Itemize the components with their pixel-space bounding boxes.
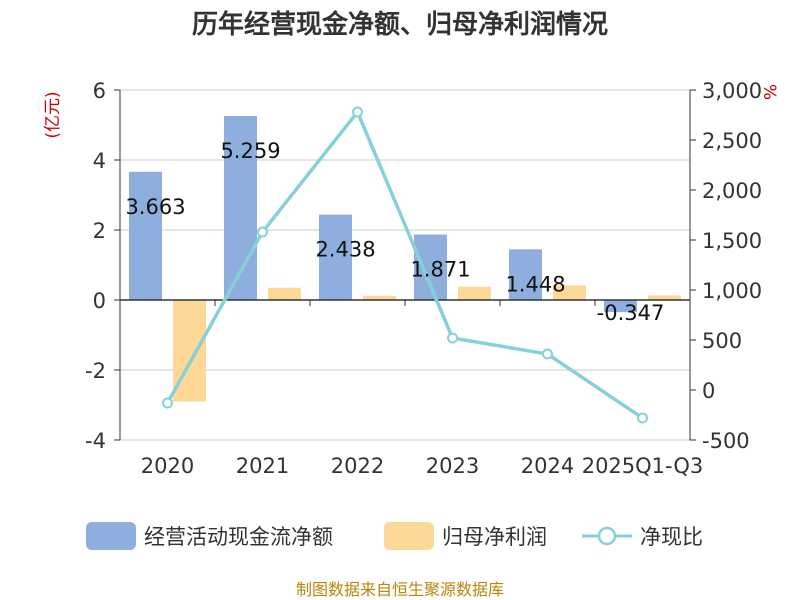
y-left-tick-label: 0 — [93, 289, 106, 313]
x-tick-label: 2021 — [236, 454, 289, 478]
ratio-point — [447, 332, 458, 344]
legend-label-ratio: 净现比 — [640, 525, 703, 549]
y-right-tick-label: 1,000 — [702, 279, 762, 303]
data-label-cash-flow: 5.259 — [220, 139, 280, 163]
chart-source-note: 制图数据来自恒生聚源数据库 — [295, 580, 504, 599]
y-right-tick-label: 2,000 — [702, 179, 762, 203]
y-left-axis-title: (亿元) — [43, 91, 63, 138]
bar-cash-flow — [604, 300, 637, 313]
bar-net-profit — [648, 295, 681, 300]
y-left-tick-label: 2 — [93, 219, 106, 243]
legend-item-net-profit: 归母净利润 — [384, 516, 547, 556]
y-left-tick-label: -2 — [85, 359, 106, 383]
ratio-point — [542, 348, 553, 360]
y-left-tick-label: -4 — [85, 429, 106, 453]
data-label-cash-flow: -0.347 — [597, 301, 665, 325]
bars — [129, 115, 681, 402]
bar-cash-flow — [319, 214, 352, 300]
y-right-tick-label: 0 — [702, 379, 715, 403]
bar-net-profit — [553, 285, 586, 300]
y-right-axis-title: % — [759, 84, 779, 100]
data-label-cash-flow: 2.438 — [315, 238, 375, 262]
y-right-tick-label: 500 — [702, 329, 742, 353]
y-left-tick-label: 4 — [93, 149, 106, 173]
bar-net-profit — [268, 287, 301, 300]
y-right-tick-label: -500 — [702, 429, 750, 453]
bar-net-profit — [363, 295, 396, 300]
data-label-cash-flow: 1.871 — [410, 258, 470, 282]
data-label-cash-flow: 3.663 — [125, 195, 185, 219]
legend-swatch-net-profit — [384, 522, 434, 550]
y-left-tick-label: 6 — [93, 79, 106, 103]
y-right-tick-label: 3,000 — [702, 79, 762, 103]
legend-label-net-profit: 归母净利润 — [442, 525, 547, 549]
ratio-point — [257, 226, 268, 238]
x-tick-label: 2023 — [426, 454, 479, 478]
chart-title: 历年经营现金净额、归母净利润情况 — [191, 10, 608, 40]
ratio-point — [162, 397, 173, 409]
legend-label-cash-flow: 经营活动现金流净额 — [144, 525, 333, 549]
legend-swatch-cash-flow — [86, 522, 136, 550]
data-labels: 3.663 5.259 2.438 1.871 1.448 -0.347 — [125, 139, 664, 325]
x-tick-label: 2020 — [141, 454, 194, 478]
ratio-point — [637, 412, 648, 424]
bar-cash-flow — [129, 171, 162, 300]
bar-net-profit — [458, 286, 491, 300]
legend-item-cash-flow: 经营活动现金流净额 — [86, 516, 333, 556]
data-label-cash-flow: 1.448 — [505, 272, 565, 296]
ratio-point — [352, 106, 363, 118]
x-tick-label: 2024 — [521, 454, 574, 478]
legend-swatch-ratio — [582, 526, 632, 546]
x-tick-label: 2022 — [331, 454, 384, 478]
ratio-line — [162, 106, 648, 424]
chart-legend: 经营活动现金流净额 归母净利润 净现比 — [0, 516, 800, 556]
y-right-tick-label: 1,500 — [702, 229, 762, 253]
x-tick-label: 2025Q1-Q3 — [582, 454, 704, 478]
y-right-tick-label: 2,500 — [702, 129, 762, 153]
ratio-line-path — [165, 108, 644, 420]
legend-item-ratio: 净现比 — [582, 516, 703, 556]
axes: -4 -2 0 2 4 6 -500 0 500 1,000 1,500 2,000 2,500 3,00… — [43, 79, 779, 478]
bar-cash-flow — [509, 249, 542, 300]
